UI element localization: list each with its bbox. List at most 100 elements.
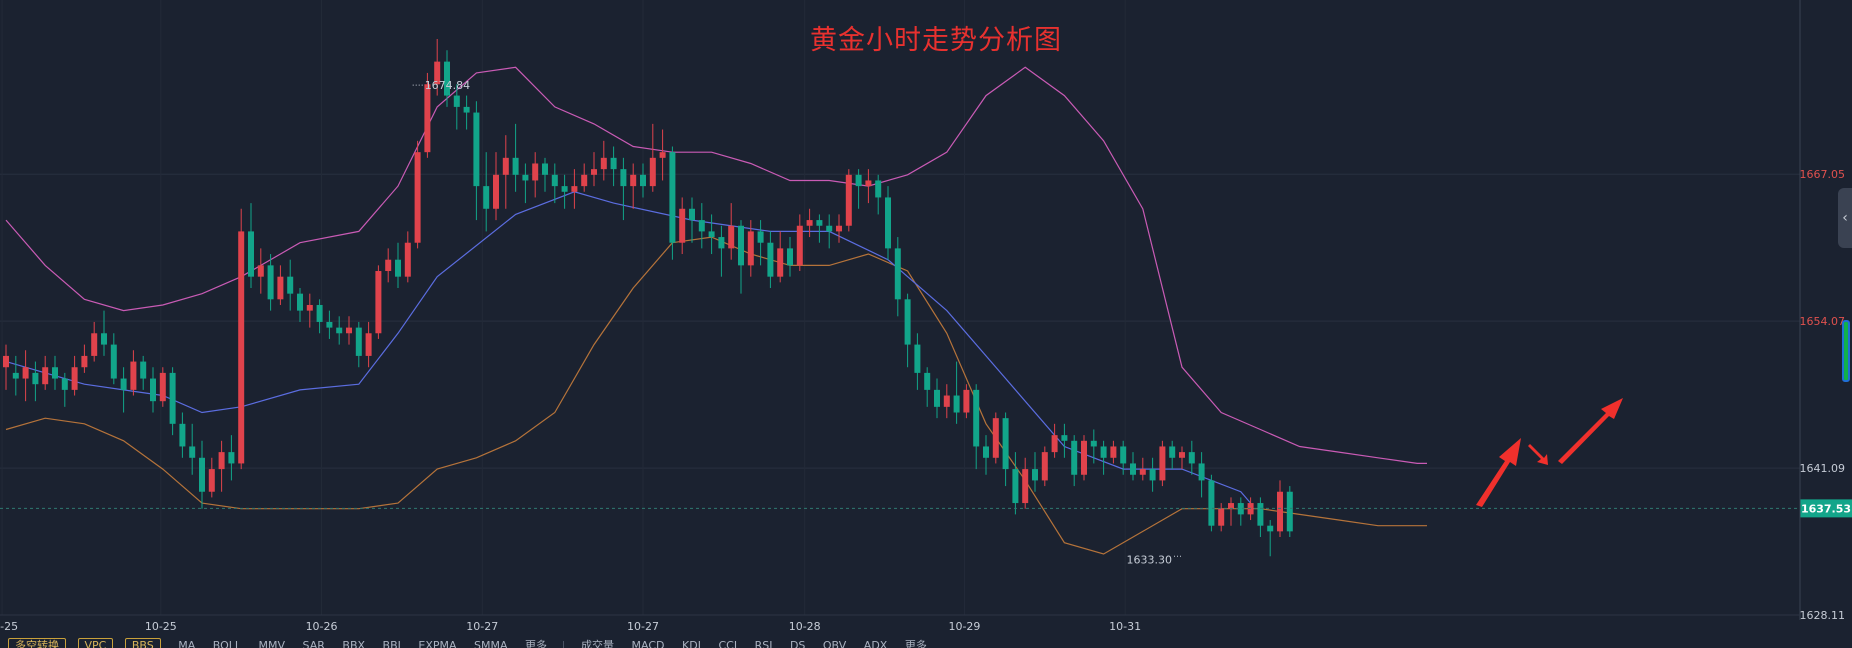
- candle-body: [189, 446, 196, 458]
- x-tick-label: 10-31: [1109, 620, 1141, 633]
- candle-body: [120, 378, 127, 390]
- candle-body: [473, 112, 480, 187]
- toolbar-button-long-short[interactable]: 多空转换: [8, 638, 66, 648]
- trend-arrow-2: [1528, 444, 1548, 465]
- indicator-kdj[interactable]: KDJ: [682, 639, 701, 648]
- candle-body: [1081, 440, 1087, 475]
- candle: [32, 361, 39, 402]
- toolbar-button-vpc[interactable]: VPC: [77, 638, 114, 648]
- candle-body: [1198, 463, 1205, 481]
- candle-body: [208, 469, 215, 492]
- indicator-cci[interactable]: CCI: [718, 639, 738, 648]
- candle: [1041, 446, 1048, 487]
- candle-body: [414, 152, 421, 243]
- candle-body: [796, 225, 803, 266]
- candlestick-series: [3, 38, 1293, 557]
- high-price-label: 1674.84: [425, 79, 471, 92]
- candle-body: [336, 327, 343, 334]
- candle-body: [316, 304, 323, 322]
- indicator-obv[interactable]: OBV: [822, 639, 847, 648]
- x-tick-label: 10-27: [627, 620, 659, 633]
- indicator-smma[interactable]: SMMA: [474, 639, 508, 648]
- candle-body: [248, 231, 254, 277]
- toolbar-button-bbs[interactable]: BBS: [124, 638, 161, 648]
- candle-body: [1237, 503, 1244, 515]
- candle: [1032, 452, 1038, 492]
- indicator-bbx[interactable]: BBX: [342, 639, 366, 648]
- candle: [787, 237, 793, 277]
- candle: [110, 333, 117, 385]
- indicator-boll[interactable]: BOLL: [212, 639, 242, 648]
- candle: [689, 197, 695, 243]
- candle: [1286, 486, 1293, 538]
- collapse-handle-icon[interactable]: ‹: [1838, 188, 1852, 248]
- candle: [679, 197, 686, 255]
- candle: [1159, 440, 1166, 487]
- indicator-adx[interactable]: ADX: [863, 639, 888, 648]
- candle: [767, 231, 774, 288]
- candle-body: [1179, 452, 1185, 458]
- indicator-volume[interactable]: 成交量: [581, 639, 615, 648]
- candle: [581, 163, 588, 192]
- toolbar-divider: [562, 640, 564, 648]
- candle-body: [1267, 525, 1274, 532]
- candle-body: [365, 333, 372, 356]
- candle: [199, 440, 205, 509]
- candle-body: [1120, 446, 1127, 464]
- indicator-ds[interactable]: DS: [789, 639, 806, 648]
- indicator-sar[interactable]: SAR: [302, 639, 325, 648]
- candle: [591, 152, 597, 187]
- candle-body: [1188, 452, 1195, 464]
- candle: [316, 299, 323, 334]
- candle-body: [1130, 463, 1136, 475]
- candle-body: [953, 395, 960, 413]
- candle-body: [267, 265, 274, 300]
- candle: [336, 316, 343, 345]
- candle: [404, 231, 411, 283]
- candle-body: [385, 259, 392, 272]
- candle-body: [91, 333, 98, 356]
- indicator-bbi[interactable]: BBI: [382, 639, 401, 648]
- candle-body: [1100, 446, 1107, 458]
- candle: [1051, 423, 1058, 458]
- trend-arrow-1: [1476, 438, 1521, 507]
- volume-scroll-indicator[interactable]: [1842, 320, 1850, 382]
- candle-body: [238, 231, 245, 464]
- candle-body: [600, 157, 607, 170]
- candle: [953, 361, 960, 424]
- candle: [257, 248, 264, 294]
- candle-body: [424, 84, 431, 153]
- candle: [385, 248, 392, 283]
- y-tick-label: 1641.09: [1800, 462, 1846, 475]
- candle-body: [973, 389, 980, 447]
- candle-body: [738, 225, 744, 266]
- candle: [179, 412, 186, 458]
- candle-body: [483, 186, 490, 209]
- indicator-expma[interactable]: EXPMA: [418, 639, 457, 648]
- candle: [3, 344, 9, 390]
- candle: [610, 146, 617, 187]
- y-tick-label: 1628.11: [1800, 609, 1846, 622]
- candle: [1002, 412, 1009, 487]
- indicator-macd[interactable]: MACD: [631, 639, 665, 648]
- y-tick-label: 1654.07: [1800, 315, 1846, 328]
- candle: [189, 423, 196, 475]
- candle-body: [1228, 503, 1234, 509]
- current-price-label: 1637.53: [1801, 502, 1851, 515]
- candle-body: [228, 452, 235, 464]
- candle: [708, 214, 715, 255]
- candle-body: [561, 186, 568, 192]
- x-tick-label: 10-28: [789, 620, 821, 633]
- candle: [836, 214, 842, 243]
- indicator-mmv[interactable]: MMV: [258, 639, 286, 648]
- indicator-rsi[interactable]: RSI: [754, 639, 773, 648]
- candle-body: [326, 321, 333, 328]
- candle-body: [32, 372, 39, 385]
- indicator-ma[interactable]: MA: [178, 639, 196, 648]
- candle: [1237, 497, 1244, 526]
- candle: [826, 214, 833, 249]
- candle: [355, 321, 362, 368]
- indicator-more-sub[interactable]: 更多: [904, 639, 927, 648]
- indicator-more-main[interactable]: 更多: [525, 639, 548, 648]
